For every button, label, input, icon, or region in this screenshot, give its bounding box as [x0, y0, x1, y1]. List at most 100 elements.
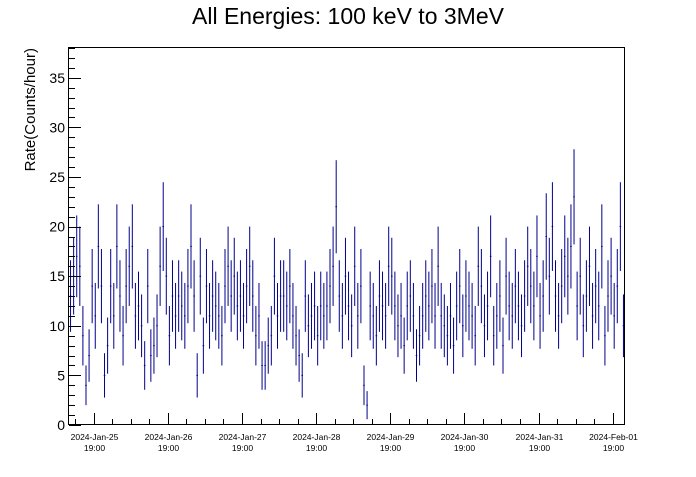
- data-point: [292, 282, 294, 349]
- data-point: [184, 282, 186, 349]
- data-point: [424, 260, 427, 332]
- data-point: [233, 237, 236, 315]
- data-point: [88, 329, 90, 382]
- data-point: [594, 248, 597, 324]
- data-point: [604, 305, 606, 366]
- data-point: [387, 226, 390, 306]
- y-tick-label: 25: [49, 169, 65, 185]
- data-point: [168, 305, 171, 366]
- data-point: [378, 260, 381, 332]
- data-point: [570, 204, 572, 289]
- data-point: [582, 294, 585, 358]
- data-point: [146, 248, 149, 324]
- data-point: [289, 248, 291, 324]
- data-point: [588, 226, 591, 306]
- data-point: [415, 329, 418, 382]
- data-point: [350, 294, 353, 358]
- data-point: [255, 305, 257, 366]
- data-point: [428, 271, 430, 341]
- data-point: [239, 260, 242, 332]
- y-tick-label: 15: [49, 268, 65, 284]
- data-point: [548, 237, 551, 315]
- data-point: [601, 204, 603, 289]
- data-point: [319, 271, 322, 341]
- data-point: [508, 271, 510, 341]
- data-point: [125, 248, 127, 324]
- data-point: [462, 294, 464, 358]
- data-point: [366, 391, 368, 420]
- data-point: [360, 248, 362, 324]
- data-point: [177, 260, 180, 332]
- y-tick-label: 20: [49, 219, 65, 235]
- data-point: [597, 271, 600, 341]
- data-point: [109, 248, 112, 324]
- y-tick-label: 0: [57, 417, 65, 433]
- data-point: [468, 271, 470, 341]
- data-point: [224, 248, 226, 324]
- data-point: [567, 237, 569, 315]
- data-point: [267, 317, 270, 374]
- data-point: [529, 248, 532, 324]
- data-point: [338, 260, 341, 332]
- data-point: [119, 260, 121, 332]
- data-point: [85, 365, 87, 406]
- data-point: [440, 282, 443, 349]
- data-point: [156, 294, 158, 358]
- data-point: [520, 294, 523, 358]
- x-tick-time-label: 19:00: [454, 443, 476, 453]
- data-point: [295, 305, 297, 366]
- data-point: [245, 248, 248, 324]
- x-tick-time-label: 19:00: [529, 443, 551, 453]
- data-point: [353, 226, 356, 306]
- data-point: [403, 317, 405, 374]
- data-point: [579, 237, 582, 315]
- x-tick-time-label: 19:00: [84, 443, 106, 453]
- data-point: [94, 282, 97, 349]
- data-point: [100, 248, 103, 324]
- data-point: [248, 226, 251, 306]
- data-point: [329, 248, 331, 324]
- data-point: [242, 282, 245, 349]
- data-point: [112, 282, 115, 349]
- data-point: [486, 271, 489, 341]
- data-point: [323, 282, 325, 349]
- data-point: [613, 282, 615, 349]
- data-point: [545, 193, 548, 280]
- data-layer: [69, 149, 625, 420]
- data-point: [585, 260, 588, 332]
- data-point: [369, 271, 371, 341]
- data-point: [443, 294, 446, 358]
- data-point: [276, 282, 279, 349]
- data-point: [199, 237, 202, 315]
- data-point: [279, 260, 282, 332]
- data-point: [496, 282, 498, 349]
- data-point: [261, 341, 263, 390]
- data-point: [406, 271, 409, 341]
- data-point: [409, 260, 412, 332]
- data-point: [573, 149, 575, 245]
- data-point: [526, 226, 529, 306]
- data-point: [499, 260, 501, 332]
- data-point: [162, 182, 165, 271]
- data-point: [227, 226, 229, 306]
- data-point: [384, 282, 387, 349]
- data-point: [483, 294, 486, 358]
- data-point: [421, 282, 424, 349]
- x-tick-time-label: 19:00: [380, 443, 402, 453]
- data-point: [122, 305, 124, 366]
- x-tick-date-label: 2024-Jan-26: [145, 432, 193, 442]
- data-point: [75, 215, 78, 298]
- data-point: [397, 294, 399, 358]
- data-point: [180, 271, 183, 341]
- data-point: [616, 248, 619, 324]
- data-point: [523, 260, 526, 332]
- data-point: [134, 282, 137, 349]
- data-point: [511, 282, 514, 349]
- data-point: [143, 341, 146, 390]
- data-point: [335, 160, 337, 254]
- data-point: [539, 282, 541, 349]
- x-tick-time-label: 19:00: [232, 443, 254, 453]
- data-point: [304, 260, 307, 332]
